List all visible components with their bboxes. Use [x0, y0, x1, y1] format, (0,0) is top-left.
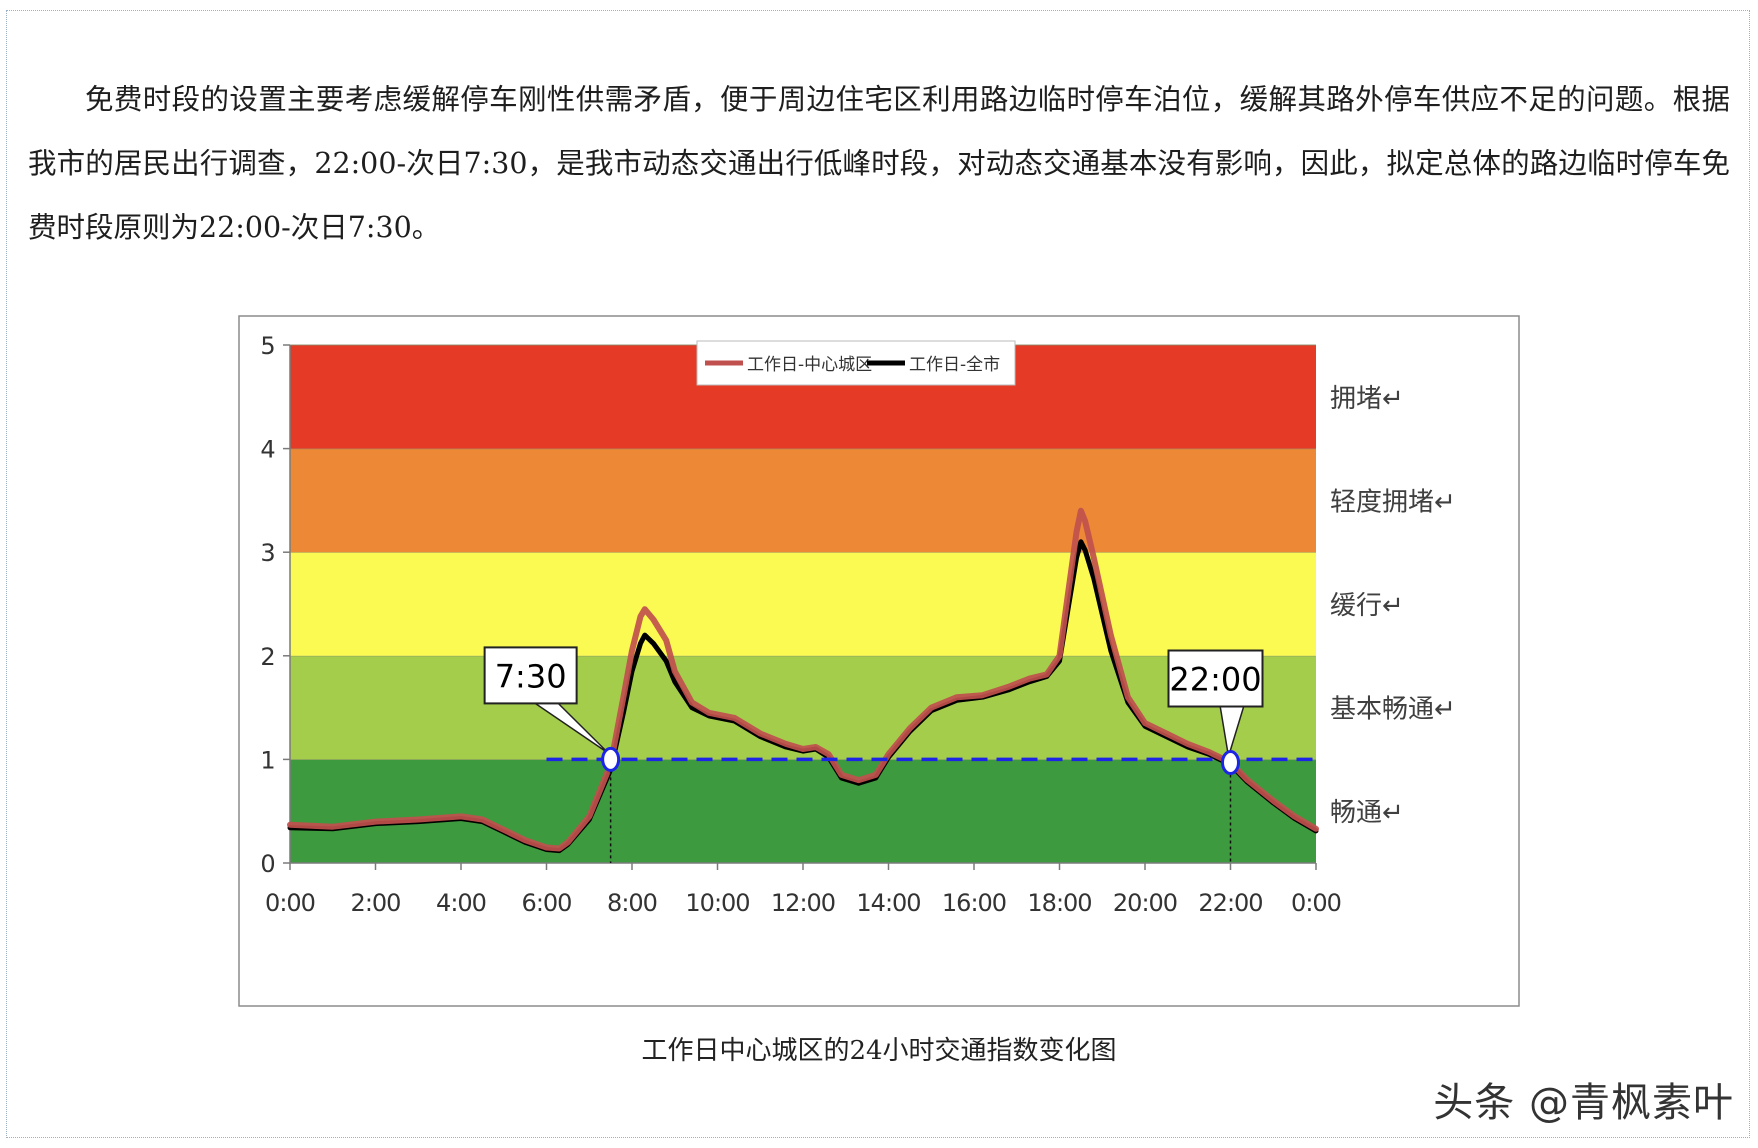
series-line-0	[287, 507, 1319, 852]
band-label-3: 轻度拥堵↵	[1330, 487, 1456, 517]
annotation-box-0	[483, 646, 578, 705]
annotation-marker-0	[601, 746, 621, 772]
band-0	[290, 759, 1316, 863]
x-tick-label-10: 20:00	[1113, 889, 1177, 917]
x-tick-label-12: 0:00	[1291, 889, 1341, 917]
band-label-2: 缓行↵	[1330, 591, 1404, 621]
legend-label-0: 工作日-中心城区	[747, 355, 872, 375]
y-tick-label-4: 4	[260, 436, 275, 464]
x-tick-label-3: 6:00	[522, 889, 572, 917]
x-tick-label-9: 18:00	[1027, 889, 1091, 917]
band-label-0: 畅通↵	[1330, 798, 1404, 828]
x-tick-label-4: 8:00	[607, 889, 657, 917]
band-2	[290, 552, 1316, 656]
figure-caption: 工作日中心城区的24小时交通指数变化图	[641, 1036, 1117, 1066]
x-tick-label-11: 22:00	[1198, 889, 1262, 917]
annotation-box-1	[1167, 649, 1264, 708]
y-tick-label-3: 3	[260, 539, 275, 567]
x-tick-label-5: 10:00	[685, 889, 749, 917]
y-tick-label-1: 1	[260, 746, 275, 774]
band-3	[290, 448, 1316, 553]
y-tick-label-0: 0	[260, 850, 275, 878]
legend-box	[696, 340, 1016, 386]
traffic-index-chart-figure: 畅通↵ 基本畅通↵ 缓行↵ 轻度拥堵↵ 拥堵↵ 0 1 2 3 4 5 0:00 2:00 4:00 6:0…	[238, 315, 1520, 1007]
traffic-index-chart: 畅通↵ 基本畅通↵ 缓行↵ 轻度拥堵↵ 拥堵↵ 0 1 2 3 4 5 0:00 2:00 4:00 6:0…	[238, 315, 1520, 1007]
y-tick-label-5: 5	[260, 332, 275, 360]
x-tick-label-7: 14:00	[856, 889, 920, 917]
y-tick-label-2: 2	[260, 643, 275, 671]
x-tick-label-6: 12:00	[771, 889, 835, 917]
band-label-4: 拥堵↵	[1330, 384, 1404, 414]
x-tick-label-2: 4:00	[436, 889, 486, 917]
x-tick-label-8: 16:00	[942, 889, 1006, 917]
annotation-label-0: 7:30	[495, 657, 567, 695]
annotation-marker-1	[1221, 750, 1240, 776]
band-label-1: 基本畅通↵	[1330, 695, 1456, 725]
article-paragraph: 免费时段的设置主要考虑缓解停车刚性供需矛盾，便于周边住宅区利用路边临时停车泊位，…	[28, 83, 1730, 244]
legend-label-1: 工作日-全市	[909, 355, 1000, 375]
band-1	[290, 655, 1316, 760]
annotation-label-1: 22:00	[1169, 661, 1261, 699]
page-frame	[6, 10, 1750, 1138]
x-tick-label-0: 0:00	[265, 889, 315, 917]
watermark: 头条 @青枫素叶	[1433, 1080, 1734, 1126]
x-tick-label-1: 2:00	[351, 889, 401, 917]
